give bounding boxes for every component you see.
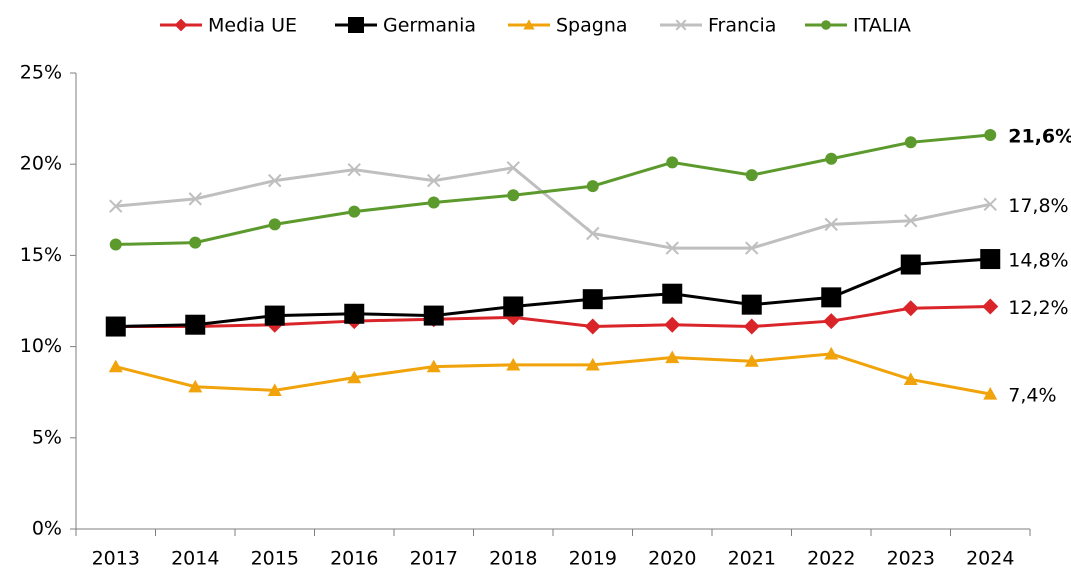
x-tick-label: 2019 [569, 548, 617, 570]
x-tick-label: 2013 [92, 548, 140, 570]
marker [427, 196, 440, 209]
marker [983, 387, 998, 400]
marker [108, 359, 123, 373]
marker [268, 173, 282, 188]
x-tick-label: 2021 [728, 548, 776, 570]
marker [744, 354, 759, 367]
marker [189, 236, 202, 249]
marker [523, 19, 535, 30]
marker [507, 189, 520, 202]
series-line [115, 257, 991, 329]
marker [188, 192, 202, 206]
marker [188, 379, 203, 393]
legend-label: ITALIA [853, 15, 911, 37]
marker [585, 357, 600, 371]
marker [426, 359, 441, 373]
marker [824, 217, 838, 232]
marker [344, 303, 365, 324]
marker [174, 18, 188, 32]
series-line [115, 304, 991, 329]
marker [185, 314, 206, 335]
series-line [115, 166, 991, 250]
marker [582, 289, 603, 310]
marker [982, 298, 999, 315]
marker [825, 152, 838, 165]
marker [902, 300, 919, 317]
series-line [115, 133, 991, 246]
marker [506, 357, 521, 371]
marker [903, 372, 918, 386]
y-tick-label: 10% [20, 335, 62, 357]
marker [821, 287, 842, 308]
marker [268, 218, 281, 231]
x-tick-label: 2022 [807, 548, 855, 570]
x-tick-label: 2014 [171, 548, 219, 570]
marker [586, 180, 599, 193]
marker [984, 129, 997, 142]
marker [821, 20, 831, 30]
legend-label: Spagna [556, 15, 628, 37]
marker [109, 199, 123, 213]
value-label: 17,8% [1008, 195, 1068, 217]
marker [675, 19, 687, 31]
x-tick-label: 2024 [966, 548, 1014, 570]
marker [348, 205, 361, 218]
marker [664, 316, 681, 333]
marker [503, 296, 524, 317]
marker [347, 370, 362, 384]
marker [665, 350, 680, 364]
marker [109, 238, 122, 251]
x-tick-label: 2020 [648, 548, 696, 570]
marker [904, 214, 918, 228]
marker [823, 313, 840, 330]
marker [347, 162, 361, 177]
marker [584, 318, 601, 335]
y-tick-label: 0% [32, 518, 62, 540]
marker [745, 241, 759, 255]
y-tick-label: 15% [20, 244, 62, 266]
marker [506, 161, 520, 175]
marker [586, 226, 600, 241]
x-tick-label: 2017 [410, 548, 458, 570]
x-tick-label: 2015 [251, 548, 299, 570]
legend-label: Media UE [208, 15, 297, 37]
value-label: 7,4% [1008, 385, 1056, 407]
marker [423, 305, 444, 326]
marker [980, 249, 1001, 270]
marker [264, 305, 285, 326]
x-tick-label: 2023 [887, 548, 935, 570]
marker [662, 283, 683, 304]
marker [900, 254, 921, 275]
y-tick-label: 20% [20, 153, 62, 175]
legend-label: Francia [708, 15, 776, 37]
marker [983, 197, 997, 212]
marker [743, 318, 760, 335]
marker [904, 136, 917, 149]
marker [745, 169, 758, 182]
series-line [115, 352, 991, 396]
marker [824, 346, 839, 360]
marker [267, 383, 282, 396]
marker [105, 316, 126, 337]
end-label: 21,6% [1008, 126, 1071, 148]
marker [666, 156, 679, 169]
marker [741, 294, 762, 315]
marker [348, 17, 364, 33]
y-tick-label: 5% [32, 426, 62, 448]
marker [665, 241, 679, 255]
x-tick-label: 2018 [489, 548, 537, 570]
marker [427, 173, 441, 188]
value-label: 12,2% [1008, 297, 1068, 319]
value-label: 14,8% [1008, 250, 1068, 272]
legend-label: Germania [383, 15, 476, 37]
x-tick-label: 2016 [330, 548, 378, 570]
y-tick-label: 25% [20, 62, 62, 84]
